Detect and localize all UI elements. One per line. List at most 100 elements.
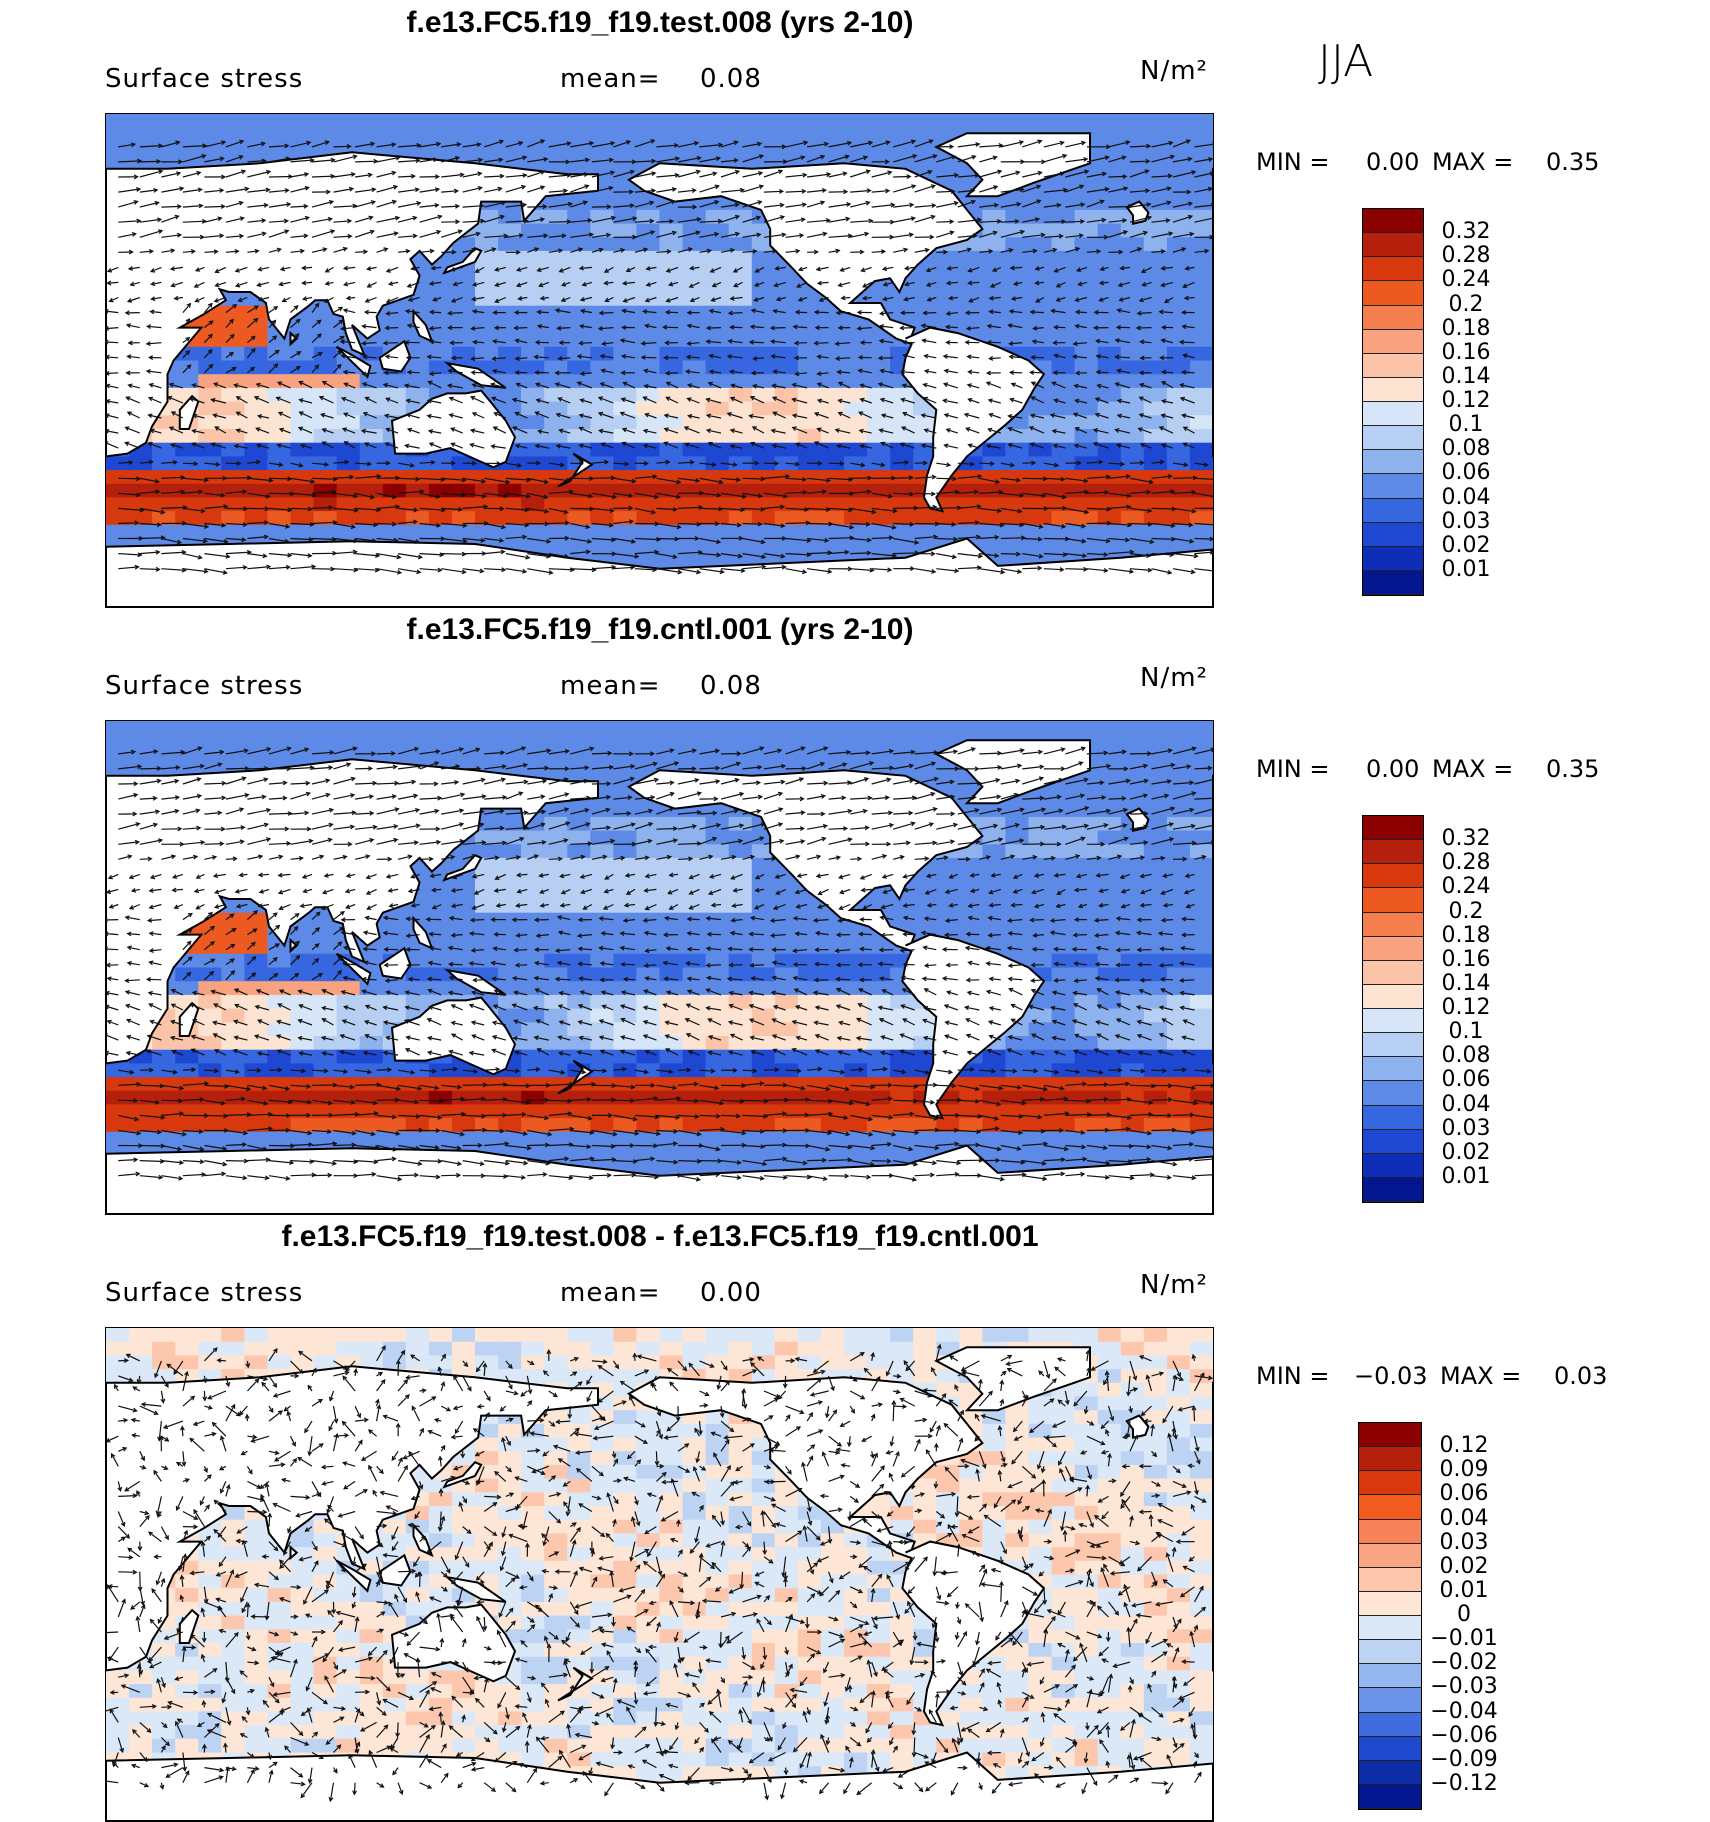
stress-vector [815,312,829,313]
field-cell [267,429,291,443]
field-cell [706,251,730,265]
field-cell [867,735,891,749]
field-cell [821,141,845,155]
stress-vector [1044,222,1065,223]
field-cell [175,141,199,155]
stress-vector [1152,539,1175,540]
field-cell [844,470,868,484]
field-cell [498,319,522,333]
field-cell [936,114,960,128]
field-cell [867,347,891,361]
field-cell [844,721,868,735]
field-cell [383,128,407,142]
field-cell [198,374,222,388]
field-cell [314,735,338,749]
field-cell [775,402,799,416]
field-cell [729,128,753,142]
field-cell [636,347,660,361]
field-cell [1144,251,1168,265]
field-cell [337,114,361,128]
field-cell [959,484,983,498]
field-cell [175,484,199,498]
field-cell [706,470,730,484]
field-cell [567,128,591,142]
field-cell [314,415,338,429]
field-cell [452,721,476,735]
field-cell [314,443,338,457]
field-cell [913,721,937,735]
field-cell [959,251,983,265]
field-cell [498,114,522,128]
field-cell [152,484,176,498]
field-cell [660,721,684,735]
field-cell [775,539,799,553]
stress-vector [786,523,810,524]
field-cell [291,470,315,484]
field-cell [198,470,222,484]
stress-vector [1044,539,1069,540]
stress-vector [771,328,786,329]
stress-vector [118,523,138,524]
field-cell [452,141,476,155]
field-cell [867,456,891,470]
field-cell [636,237,660,251]
colorbar-segment [1363,354,1423,378]
field-cell [521,748,545,762]
field-cell [1144,748,1168,762]
field-cell [1052,347,1076,361]
field-cell [314,347,338,361]
field-cell [798,484,822,498]
field-cell [1075,721,1099,735]
field-cell [267,361,291,375]
field-cell [913,735,937,749]
max-label: MAX = [1432,148,1513,176]
stress-vector [226,478,251,479]
stress-vector [829,463,844,464]
stress-vector [592,207,611,208]
field-cell [1121,114,1145,128]
field-cell [244,128,268,142]
field-cell [337,525,361,539]
field-cell [106,735,130,749]
stress-vector [1173,478,1197,479]
field-cell [337,402,361,416]
field-cell [452,333,476,347]
field-cell [1098,415,1122,429]
field-cell [844,333,868,347]
colorbar-tick-label: 0.2 [1426,292,1506,317]
field-cell [198,511,222,525]
field-cell [867,748,891,762]
field-cell [660,735,684,749]
colorbar-segment [1363,330,1423,354]
stress-vector [936,222,953,223]
field-cell [660,347,684,361]
field-cell [1190,347,1213,361]
field-cell [198,114,222,128]
field-cell [1121,251,1145,265]
field-cell [429,721,453,735]
field-cell [429,735,453,749]
field-cell [821,415,845,429]
field-cell [775,278,799,292]
colorbar-tick-label: 0.08 [1426,436,1506,461]
field-cell [244,347,268,361]
colorbar [1362,208,1424,596]
field-cell [1121,735,1145,749]
field-cell [1098,484,1122,498]
field-cell [221,721,245,735]
field-cell [498,128,522,142]
field-cell [1075,333,1099,347]
field-cell [521,721,545,735]
field-cell [1075,347,1099,361]
field-cell [1167,721,1191,735]
field-cell [291,721,315,735]
field-cell [544,265,568,279]
field-cell [1052,251,1076,265]
field-cell [267,484,291,498]
colorbar-segment [1363,281,1423,305]
colorbar-tick-label: 0.03 [1426,509,1506,534]
field-cell [660,141,684,155]
stress-vector [1001,554,1020,555]
field-cell [1167,735,1191,749]
field-cell [752,114,776,128]
